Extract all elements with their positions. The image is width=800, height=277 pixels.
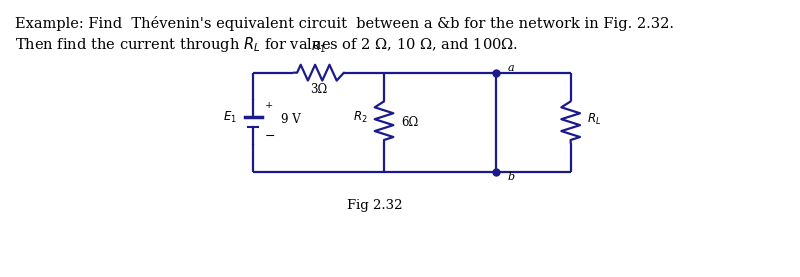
Text: Example: Find  Thévenin's equivalent circuit  between a &b for the network in Fi: Example: Find Thévenin's equivalent circ… [15,16,674,31]
Text: 9 V: 9 V [282,113,301,126]
Text: $R_L$: $R_L$ [587,112,602,127]
Text: a: a [507,63,514,73]
Text: b: b [507,172,514,182]
Text: 3Ω: 3Ω [310,83,327,96]
Text: +: + [265,101,273,110]
Text: −: − [265,130,275,143]
Text: $R_1$: $R_1$ [311,40,326,55]
Text: 6Ω: 6Ω [401,116,418,129]
Text: Then find the current through $R_L$ for values of 2 Ω, 10 Ω, and 100Ω.: Then find the current through $R_L$ for … [15,35,518,54]
Text: Fig 2.32: Fig 2.32 [347,199,402,212]
Text: $E_1$: $E_1$ [222,110,237,125]
Text: $R_2$: $R_2$ [353,110,367,125]
